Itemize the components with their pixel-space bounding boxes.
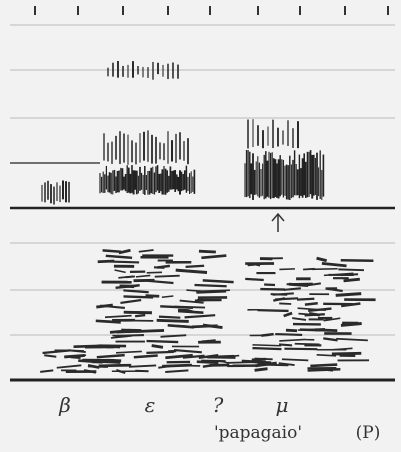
streak — [186, 266, 205, 267]
streak — [196, 291, 226, 292]
streak — [134, 356, 158, 358]
segment-label: β — [58, 393, 71, 417]
streak — [178, 311, 203, 313]
streak — [252, 359, 266, 360]
streak — [275, 334, 302, 335]
streak — [338, 269, 364, 270]
streak — [160, 306, 193, 308]
segment-label: ε — [145, 393, 156, 417]
streak — [103, 250, 121, 251]
streak — [203, 365, 212, 366]
streak — [195, 285, 227, 286]
streak — [279, 344, 292, 345]
streak — [147, 341, 179, 342]
streak — [279, 269, 295, 270]
streak — [286, 330, 297, 331]
streak — [312, 269, 338, 270]
streak — [310, 365, 337, 366]
streak — [159, 317, 180, 318]
streak — [152, 346, 163, 348]
streak — [271, 294, 288, 295]
streak — [110, 262, 139, 263]
streak — [124, 312, 152, 313]
streak — [226, 362, 257, 363]
streak — [135, 371, 148, 372]
streak — [157, 320, 189, 321]
background — [0, 0, 401, 452]
streak — [255, 369, 268, 371]
streak — [298, 314, 310, 315]
streak — [305, 303, 318, 304]
streak — [202, 341, 216, 342]
streak — [252, 348, 281, 349]
streak — [146, 352, 173, 353]
streak — [279, 303, 291, 304]
segment-label: ? — [213, 393, 224, 417]
streak — [282, 359, 308, 360]
spectrogram-figure: β ε ? μ 'papagaio' (P) — [0, 0, 401, 452]
streak — [99, 365, 132, 366]
streak — [203, 280, 234, 282]
streak — [124, 296, 154, 297]
streak — [342, 324, 360, 325]
streak — [289, 284, 308, 285]
streak — [336, 294, 362, 296]
streak — [284, 349, 317, 350]
streak — [155, 276, 180, 277]
streak — [147, 272, 162, 273]
streak — [207, 356, 234, 357]
streak — [260, 289, 285, 290]
streak — [341, 260, 374, 261]
speaker-label: (P) — [356, 423, 381, 443]
streak — [297, 299, 314, 300]
streak — [257, 310, 288, 311]
word-label: 'papagaio' — [214, 423, 302, 443]
streak — [192, 326, 218, 327]
streak — [332, 353, 361, 354]
streak — [135, 315, 145, 316]
streak — [264, 284, 275, 285]
streak — [344, 279, 360, 281]
streak — [245, 279, 263, 280]
streak — [253, 345, 282, 346]
segment-label: μ — [276, 393, 289, 417]
streak — [96, 321, 121, 323]
streak — [199, 251, 216, 252]
